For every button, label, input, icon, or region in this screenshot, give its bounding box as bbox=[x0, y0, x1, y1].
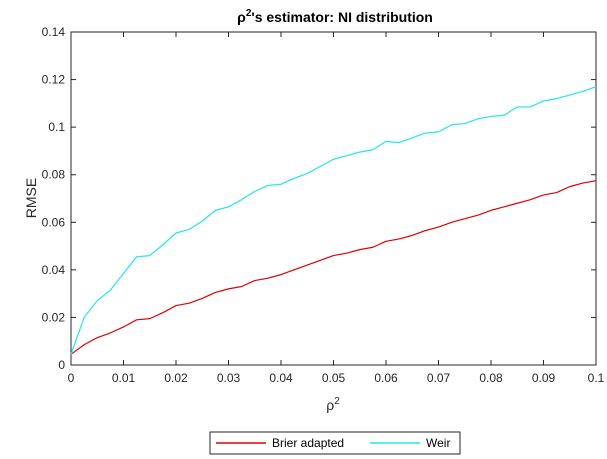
x-tick-label: 0.08 bbox=[479, 371, 503, 385]
legend-box bbox=[209, 431, 461, 455]
y-tick-label: 0.04 bbox=[42, 263, 66, 277]
x-axis-label: ρ2 bbox=[326, 396, 340, 413]
plot-frame bbox=[70, 31, 597, 366]
x-tick-label: 0.1 bbox=[588, 371, 605, 385]
title-text: 's estimator: NI distribution bbox=[251, 9, 432, 25]
title-superscript: 2 bbox=[246, 8, 252, 19]
y-tick-label: 0.08 bbox=[42, 168, 66, 182]
x-tick-label: 0.06 bbox=[374, 371, 398, 385]
x-tick-label: 0.09 bbox=[532, 371, 556, 385]
x-tick-label: 0.07 bbox=[427, 371, 451, 385]
series-line-brier-adapted bbox=[70, 180, 597, 355]
x-label-symbol: ρ bbox=[326, 397, 334, 413]
x-label-superscript: 2 bbox=[334, 396, 340, 407]
series-line-weir bbox=[70, 86, 597, 355]
y-axis-label: RMSE bbox=[23, 178, 39, 218]
legend: Brier adapted Weir bbox=[209, 431, 461, 455]
title-symbol: ρ bbox=[237, 9, 246, 25]
plot-area: 0 0.01 0.02 0.03 0.04 0.05 0.06 0.07 0.08 0.09 0.1… bbox=[42, 25, 605, 385]
x-tick-label: 0.05 bbox=[322, 371, 346, 385]
x-tick-label: 0 bbox=[68, 371, 75, 385]
y-tick-label: 0 bbox=[58, 358, 65, 372]
x-tick-label: 0.01 bbox=[112, 371, 136, 385]
y-tick-label: 0.12 bbox=[42, 73, 66, 87]
y-tick-label: 0.14 bbox=[42, 25, 66, 39]
x-tick-label: 0.04 bbox=[269, 371, 293, 385]
x-tick-label: 0.03 bbox=[217, 371, 241, 385]
y-tick-label: 0.02 bbox=[42, 310, 66, 324]
x-tick-label: 0.02 bbox=[164, 371, 188, 385]
legend-label: Weir bbox=[426, 436, 450, 450]
legend-label: Brier adapted bbox=[272, 436, 344, 450]
chart-title: ρ2's estimator: NI distribution bbox=[237, 8, 433, 25]
y-tick-label: 0.06 bbox=[42, 215, 66, 229]
y-tick-label: 0.1 bbox=[48, 120, 65, 134]
